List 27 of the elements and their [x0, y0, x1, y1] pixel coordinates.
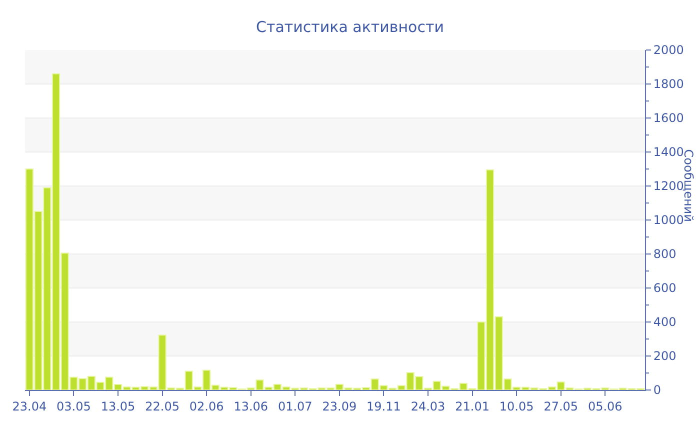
- chart-title: Статистика активности: [256, 18, 444, 36]
- y-tick-label: 400: [653, 315, 676, 330]
- y-axis-title: Сообщений: [682, 149, 696, 222]
- y-tick-label: 2000: [653, 43, 684, 58]
- x-tick-label: 23.04: [12, 399, 47, 414]
- x-tick-label: 03.05: [56, 399, 91, 414]
- y-tick-label: 200: [653, 349, 676, 364]
- x-tick-label: 13.05: [100, 399, 136, 414]
- x-tick-label: 10.05: [499, 399, 534, 414]
- x-tick-label: 22.05: [145, 399, 180, 414]
- y-tick-label: 1400: [653, 145, 684, 160]
- x-tick-label: 19.11: [366, 399, 401, 414]
- x-tick-label: 01.07: [278, 399, 312, 414]
- x-tick-label: 21.01: [455, 399, 490, 414]
- y-tick-label: 1200: [653, 179, 684, 194]
- y-tick-label: 1600: [653, 111, 684, 126]
- x-tick-label: 27.05: [544, 399, 578, 414]
- y-tick-label: 800: [653, 247, 676, 262]
- y-tick-label: 0: [653, 383, 662, 398]
- x-tick-label: 13.06: [234, 399, 268, 414]
- x-tick-label: 05.06: [588, 399, 622, 414]
- x-tick-label: 23.09: [322, 399, 357, 414]
- y-tick-label: 1000: [653, 213, 684, 228]
- y-tick-label: 600: [653, 281, 676, 296]
- x-tick-label: 02.06: [189, 399, 224, 414]
- x-tick-label: 24.03: [410, 399, 446, 414]
- y-tick-label: 1800: [653, 77, 684, 92]
